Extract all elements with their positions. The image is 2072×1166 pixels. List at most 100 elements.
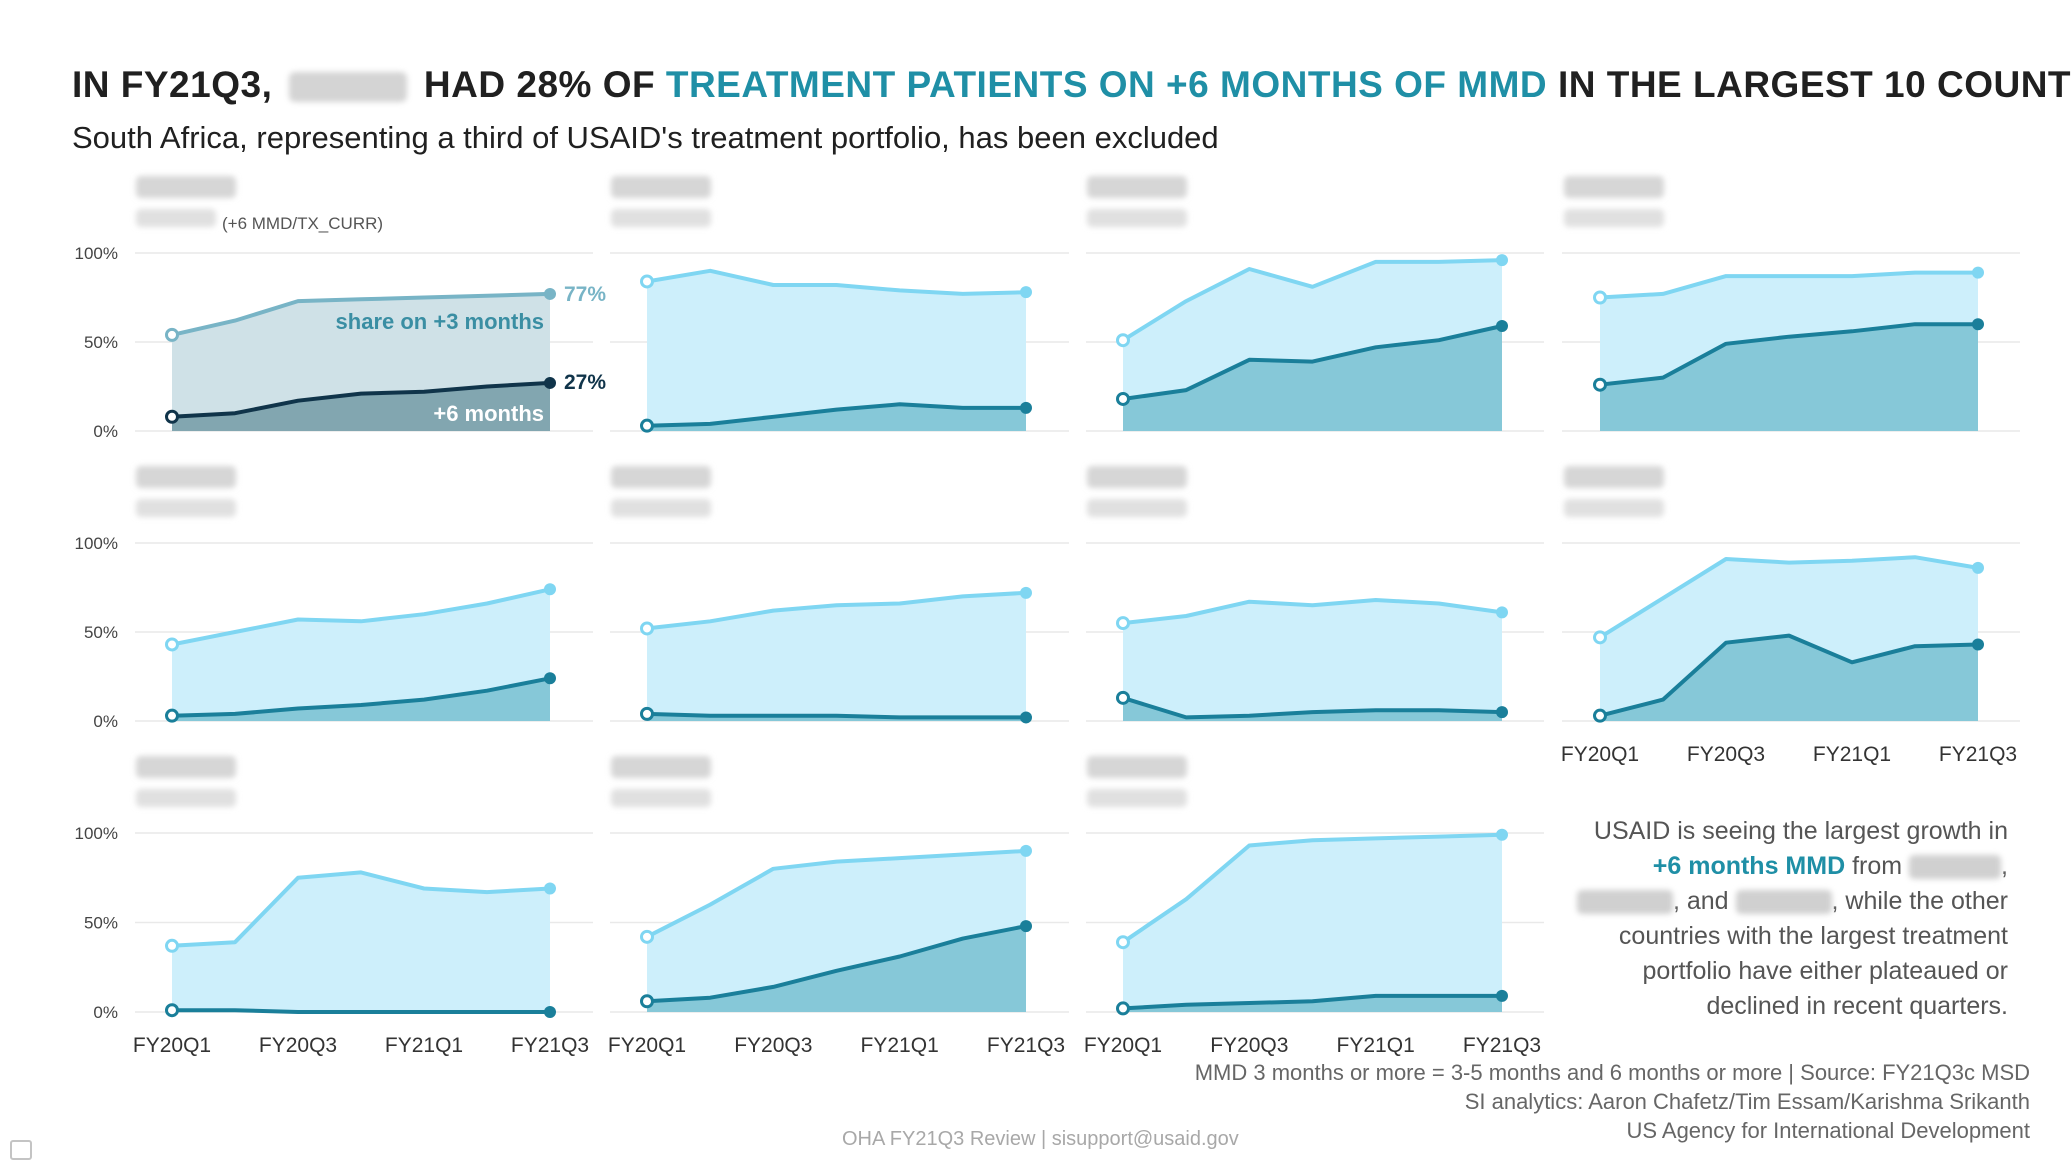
point-mmd6-end: [1020, 711, 1032, 724]
point-mmd3-start: [640, 929, 654, 944]
line-mmd6: [172, 1008, 550, 1014]
redacted-country-total: [611, 209, 711, 227]
redacted-country-total: [611, 499, 711, 517]
line-mmd3: [1598, 555, 1979, 639]
x-tick-label: FY20Q1: [133, 1034, 211, 1057]
source-caption: MMD 3 months or more = 3-5 months and 6 …: [1195, 1058, 2030, 1145]
point-mmd6-start: [640, 418, 654, 433]
point-mmd3-start: [165, 327, 179, 342]
area-mmd3: [647, 592, 1026, 721]
x-tick-label: FY21Q1: [385, 1034, 463, 1057]
line-mmd3: [1121, 258, 1503, 342]
panel-6: [610, 466, 1069, 724]
area-mmd3: [1123, 834, 1502, 1012]
line-mmd3: [171, 870, 551, 948]
line-mmd3: [171, 587, 551, 647]
redacted-country-total: [1087, 209, 1187, 227]
panel-4: [1562, 176, 2020, 432]
line-mmd3: [646, 268, 1027, 296]
x-tick-label: FY20Q3: [734, 1034, 812, 1057]
note-line5: portfolio have either plateaued or: [1642, 957, 2008, 985]
line-mmd6: [1122, 993, 1502, 1011]
line-mmd6: [1122, 324, 1503, 401]
line-mmd6: [1599, 633, 1979, 718]
x-tick-label: FY21Q3: [1939, 743, 2017, 766]
panel-8: [1562, 466, 2020, 723]
point-mmd6-end: [544, 1006, 556, 1018]
x-tick-label: FY21Q1: [1813, 743, 1891, 766]
area-mmd6: [1123, 697, 1502, 721]
note-and: , and: [1672, 887, 1729, 915]
y-tick-label: 0%: [93, 422, 118, 441]
y-tick-label: 0%: [93, 712, 118, 731]
line-mmd3: [1121, 832, 1503, 944]
y-tick-label: 50%: [84, 623, 118, 642]
line-mmd3: [1122, 598, 1503, 626]
source-line2: SI analytics: Aaron Chafetz/Tim Essam/Ka…: [1464, 1089, 2030, 1114]
point-mmd3-end: [1496, 828, 1508, 841]
line-mmd3: [171, 291, 551, 337]
area-mmd3: [172, 589, 550, 721]
point-mmd6-start: [165, 409, 179, 424]
point-mmd6-end: [1496, 319, 1508, 332]
point-mmd3-start: [1593, 630, 1607, 645]
point-mmd6-end: [1496, 706, 1508, 719]
point-mmd3-start: [165, 938, 179, 953]
chart-subtitle: South Africa, representing a third of US…: [72, 120, 1219, 155]
redacted-country-name: [1087, 176, 1187, 198]
end-label-mmd6: 27%: [564, 371, 606, 394]
line-mmd6: [1599, 322, 1978, 387]
x-tick-label: FY20Q1: [1561, 743, 1639, 766]
redacted-country-name: [611, 176, 711, 198]
area-mmd6: [1600, 324, 1978, 431]
source-line1: MMD 3 months or more = 3-5 months and 6 …: [1194, 1060, 2030, 1085]
point-mmd3-end: [544, 287, 556, 300]
redacted-country-name: [1087, 756, 1187, 778]
point-mmd3-end: [1972, 266, 1984, 279]
panel-10: [610, 756, 1069, 1013]
x-tick-label: FY21Q3: [511, 1034, 589, 1057]
x-tick-label: FY21Q3: [1463, 1034, 1541, 1057]
point-mmd6-end: [1496, 989, 1508, 1002]
x-tick-label: FY20Q1: [608, 1034, 686, 1057]
area-mmd3: [172, 872, 550, 1012]
redacted-country-3: [1735, 890, 1832, 915]
y-tick-label: 100%: [75, 244, 118, 263]
redacted-country-name: [1564, 466, 1664, 488]
title-part1: IN FY21Q3,: [72, 64, 273, 105]
point-mmd3-start: [640, 621, 654, 636]
panel-5: [135, 466, 593, 723]
redacted-country-name: [1087, 466, 1187, 488]
point-mmd6-start: [1116, 1001, 1130, 1016]
point-mmd3-end: [1020, 286, 1032, 299]
end-label-mmd3: 77%: [564, 283, 606, 306]
point-mmd6-start: [1593, 708, 1607, 723]
redacted-country-name: [611, 756, 711, 778]
redacted-country-total: [1564, 209, 1664, 227]
redacted-country-name: [136, 756, 236, 778]
redacted-country-total: [136, 209, 216, 227]
redacted-country-1: [1909, 855, 2002, 880]
y-tick-label: 50%: [84, 914, 118, 933]
line-mmd6: [171, 676, 551, 718]
point-mmd3-start: [1116, 333, 1130, 348]
line-mmd6: [1122, 695, 1503, 720]
point-mmd6-start: [1116, 391, 1130, 406]
x-tick-label: FY20Q3: [259, 1034, 337, 1057]
note-line1: USAID is seeing the largest growth in: [1593, 817, 2008, 845]
line-mmd6: [646, 924, 1027, 1004]
redacted-country-name: [611, 466, 711, 488]
redacted-country-name: [1564, 176, 1664, 198]
point-mmd6-end: [1972, 318, 1984, 331]
line-mmd3: [1599, 270, 1978, 300]
area-mmd6: [1123, 995, 1502, 1012]
footer: OHA FY21Q3 Review | sisupport@usaid.gov: [842, 1128, 1239, 1150]
point-mmd3-end: [544, 583, 556, 596]
point-mmd6-end: [544, 672, 556, 685]
x-tick-label: FY21Q1: [1337, 1034, 1415, 1057]
point-mmd3-start: [1116, 935, 1130, 950]
point-mmd6-start: [165, 1003, 179, 1018]
line-mmd6: [646, 402, 1026, 428]
x-tick-label: FY20Q3: [1687, 743, 1765, 766]
x-tick-label: FY21Q1: [861, 1034, 939, 1057]
